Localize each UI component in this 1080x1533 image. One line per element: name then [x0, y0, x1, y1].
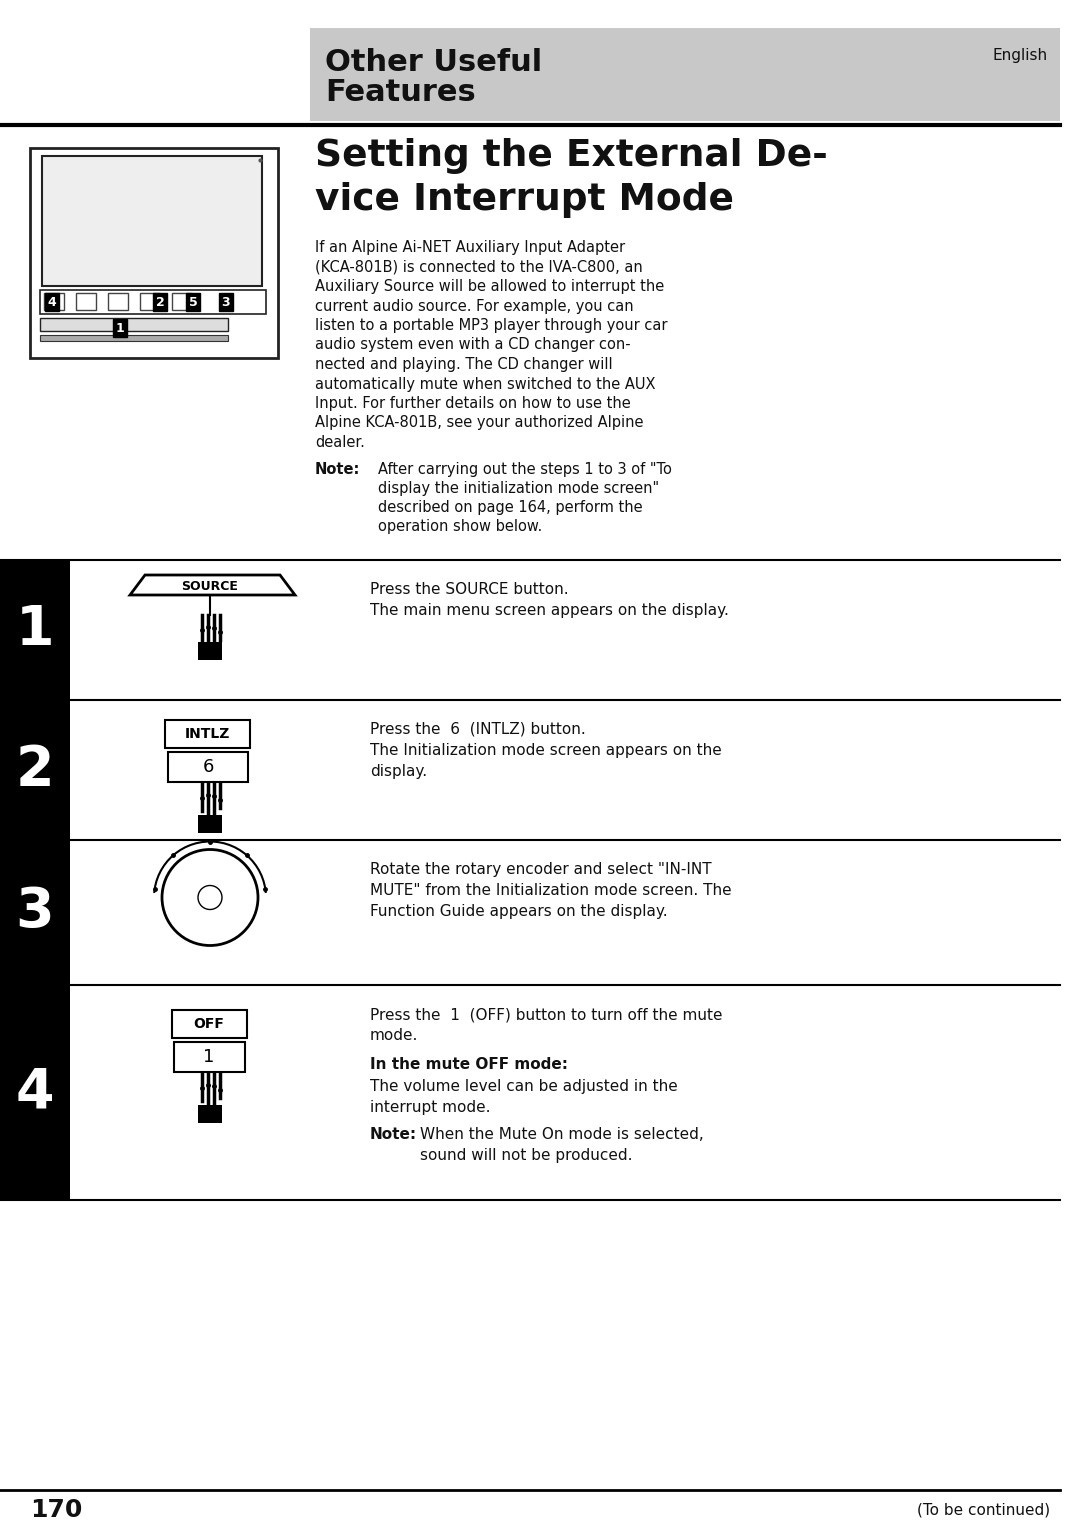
- Text: Rotate the rotary encoder and select "IN-INT: Rotate the rotary encoder and select "IN…: [370, 862, 712, 877]
- Bar: [172, 1010, 247, 1038]
- Text: dealer.: dealer.: [315, 435, 365, 451]
- Circle shape: [239, 314, 273, 350]
- Bar: [198, 816, 222, 832]
- Text: Alpine KCA-801B, see your authorized Alpine: Alpine KCA-801B, see your authorized Alp…: [315, 415, 644, 431]
- Bar: [0, 986, 70, 1200]
- Text: 1: 1: [203, 1049, 215, 1065]
- Text: 5: 5: [189, 296, 198, 308]
- Text: 3: 3: [16, 886, 54, 940]
- Text: Features: Features: [325, 78, 476, 107]
- Bar: [0, 840, 70, 986]
- Bar: [76, 293, 96, 310]
- Text: audio system even with a CD changer con-: audio system even with a CD changer con-: [315, 337, 631, 353]
- Text: 1: 1: [116, 322, 124, 334]
- Text: In the mute OFF mode:: In the mute OFF mode:: [370, 1056, 568, 1072]
- Text: described on page 164, perform the: described on page 164, perform the: [378, 500, 643, 515]
- Text: 2: 2: [16, 744, 54, 797]
- Text: vice Interrupt Mode: vice Interrupt Mode: [315, 182, 734, 218]
- Text: Other Useful: Other Useful: [325, 48, 542, 77]
- Text: automatically mute when switched to the AUX: automatically mute when switched to the …: [315, 377, 656, 391]
- Text: (To be continued): (To be continued): [917, 1502, 1050, 1518]
- Text: Press the  6  (INTLZ) button.: Press the 6 (INTLZ) button.: [370, 722, 585, 737]
- Bar: [108, 293, 129, 310]
- Text: 4: 4: [48, 296, 56, 308]
- Text: Note:: Note:: [370, 1127, 417, 1142]
- Bar: [174, 1042, 245, 1072]
- Text: The volume level can be adjusted in the: The volume level can be adjusted in the: [370, 1079, 678, 1095]
- Text: MUTE" from the Initialization mode screen. The: MUTE" from the Initialization mode scree…: [370, 883, 731, 898]
- Bar: [165, 721, 249, 748]
- Text: Setting the External De-: Setting the External De-: [315, 138, 827, 175]
- Circle shape: [162, 849, 258, 946]
- Text: display.: display.: [370, 763, 427, 779]
- Bar: [40, 336, 228, 340]
- Text: 2: 2: [156, 296, 164, 308]
- Text: When the Mute On mode is selected,: When the Mute On mode is selected,: [420, 1127, 704, 1142]
- Bar: [30, 149, 278, 359]
- Text: operation show below.: operation show below.: [378, 520, 542, 533]
- Bar: [140, 293, 160, 310]
- Text: Press the  1  (OFF) button to turn off the mute: Press the 1 (OFF) button to turn off the…: [370, 1007, 723, 1023]
- Bar: [40, 290, 266, 314]
- Bar: [42, 156, 262, 287]
- Bar: [172, 293, 192, 310]
- Text: display the initialization mode screen": display the initialization mode screen": [378, 481, 659, 497]
- Text: 6: 6: [202, 757, 214, 776]
- Text: Auxiliary Source will be allowed to interrupt the: Auxiliary Source will be allowed to inte…: [315, 279, 664, 294]
- Circle shape: [198, 886, 222, 909]
- Text: Press the SOURCE button.: Press the SOURCE button.: [370, 583, 569, 596]
- Text: mode.: mode.: [370, 1029, 418, 1042]
- Bar: [198, 642, 222, 661]
- Bar: [310, 28, 1059, 121]
- Text: After carrying out the steps 1 to 3 of "To: After carrying out the steps 1 to 3 of "…: [378, 461, 672, 477]
- Bar: [0, 701, 70, 840]
- Bar: [44, 293, 64, 310]
- Text: 3: 3: [221, 296, 230, 308]
- Bar: [168, 753, 248, 782]
- Bar: [0, 560, 70, 701]
- Text: English: English: [993, 48, 1048, 63]
- Text: sound will not be produced.: sound will not be produced.: [420, 1148, 633, 1164]
- Text: The Initialization mode screen appears on the: The Initialization mode screen appears o…: [370, 744, 721, 757]
- Text: 170: 170: [30, 1498, 82, 1522]
- Text: The main menu screen appears on the display.: The main menu screen appears on the disp…: [370, 602, 729, 618]
- Text: 1: 1: [16, 602, 54, 658]
- Text: OFF: OFF: [193, 1016, 225, 1032]
- Text: INTLZ: INTLZ: [185, 727, 230, 740]
- Text: 4: 4: [16, 1065, 54, 1119]
- Text: (KCA-801B) is connected to the IVA-C800, an: (KCA-801B) is connected to the IVA-C800,…: [315, 259, 643, 274]
- Bar: [40, 317, 228, 331]
- Text: listen to a portable MP3 player through your car: listen to a portable MP3 player through …: [315, 317, 667, 333]
- Text: Note:: Note:: [315, 461, 361, 477]
- Text: Input. For further details on how to use the: Input. For further details on how to use…: [315, 396, 631, 411]
- Text: Function Guide appears on the display.: Function Guide appears on the display.: [370, 904, 667, 918]
- Text: SOURCE: SOURCE: [181, 581, 239, 593]
- Polygon shape: [130, 575, 295, 595]
- Text: current audio source. For example, you can: current audio source. For example, you c…: [315, 299, 634, 314]
- Text: nected and playing. The CD changer will: nected and playing. The CD changer will: [315, 357, 612, 373]
- Text: If an Alpine Ai-NET Auxiliary Input Adapter: If an Alpine Ai-NET Auxiliary Input Adap…: [315, 241, 625, 254]
- Text: interrupt mode.: interrupt mode.: [370, 1101, 490, 1114]
- Bar: [198, 1105, 222, 1124]
